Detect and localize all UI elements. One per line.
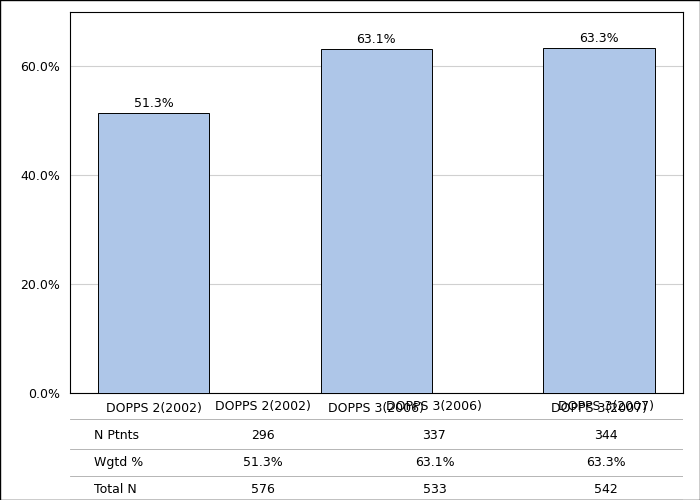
Text: 63.3%: 63.3% [586,456,626,469]
Text: 63.3%: 63.3% [579,32,619,44]
Text: 51.3%: 51.3% [243,456,283,469]
Text: 63.1%: 63.1% [414,456,454,469]
Text: Total N: Total N [94,483,137,496]
Text: N Ptnts: N Ptnts [94,429,139,442]
Bar [321,49,432,392]
Text: DOPPS 3(2006): DOPPS 3(2006) [386,400,482,413]
Text: 337: 337 [423,429,447,442]
Text: 63.1%: 63.1% [356,33,396,46]
Text: 296: 296 [251,429,274,442]
Bar [543,48,655,392]
Text: DOPPS 2(2002): DOPPS 2(2002) [215,400,311,413]
Text: 344: 344 [594,429,617,442]
Text: Wgtd %: Wgtd % [94,456,144,469]
Text: 533: 533 [423,483,447,496]
Text: 542: 542 [594,483,618,496]
Text: DOPPS 3(2007): DOPPS 3(2007) [558,400,654,413]
Bar [98,114,209,392]
Text: 576: 576 [251,483,275,496]
Text: 51.3%: 51.3% [134,97,174,110]
